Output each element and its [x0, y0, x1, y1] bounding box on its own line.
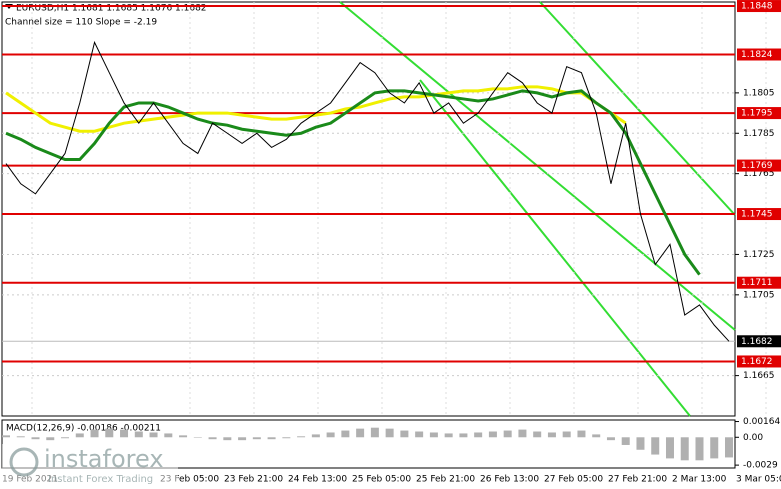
watermark-logo — [9, 447, 39, 477]
watermark-sub: Instant Forex Trading — [48, 474, 153, 485]
macd-bar — [134, 431, 143, 438]
macd-bar — [444, 433, 453, 438]
y2-tick-label: 0.00 — [743, 433, 763, 443]
level-label: 1.1745 — [741, 210, 773, 220]
level-label: 1.1672 — [741, 357, 773, 367]
y-tick-label: 1.1805 — [743, 88, 775, 98]
macd-bar — [120, 429, 129, 438]
macd-bar — [2, 435, 10, 438]
y-tick-label: 1.1785 — [743, 129, 775, 139]
x-tick-label: 23 Feb 05:00 — [160, 475, 219, 485]
macd-bar — [238, 437, 247, 441]
level-label-bg — [737, 355, 781, 368]
macd-bar — [356, 428, 365, 438]
macd-bar — [208, 437, 217, 440]
level-label-bg — [737, 208, 781, 221]
level-label: 1.1795 — [741, 109, 773, 119]
macd-bar — [474, 432, 483, 438]
macd-bar — [149, 432, 158, 438]
y-tick-label: 1.1705 — [743, 290, 775, 300]
channel-line — [419, 79, 691, 417]
current-price-bg — [737, 335, 781, 348]
macd-bar — [665, 437, 674, 459]
x-tick-label: 25 Feb 05:00 — [352, 475, 411, 485]
macd-bar — [710, 437, 719, 459]
macd-bar — [46, 437, 55, 441]
macd-bar — [592, 434, 601, 438]
macd-bar — [370, 427, 379, 438]
macd-bar — [562, 431, 571, 438]
x-tick-label: 26 Feb 13:00 — [480, 475, 539, 485]
macd-bar — [488, 431, 497, 438]
macd-bar — [179, 435, 188, 438]
macd-bar — [651, 437, 660, 455]
macd-bar — [621, 437, 630, 445]
macd-bar — [695, 437, 704, 461]
level-label-bg — [737, 107, 781, 120]
y-tick-label: 1.1725 — [743, 250, 775, 260]
watermark: instaforex Instant Forex Trading — [2, 444, 178, 485]
macd-bar — [90, 429, 99, 438]
channel-info: Channel size = 110 Slope = -2.19 — [5, 18, 157, 28]
x-tick-label: 3 Mar 05:00 — [736, 475, 781, 485]
level-label: 1.1848 — [741, 2, 773, 12]
macd-bar — [503, 430, 512, 438]
macd-bar — [636, 437, 645, 450]
watermark-text: instaforex — [44, 445, 164, 473]
macd-bar — [311, 434, 320, 438]
level-label: 1.1769 — [741, 161, 773, 171]
symbol-info: EURUSD,H1 1.1681 1.1685 1.1676 1.1682 — [16, 4, 207, 14]
macd-label: MACD(12,26,9) -0.00186 -0.00211 — [6, 424, 161, 434]
macd-bar — [577, 430, 586, 438]
x-tick-label: 24 Feb 13:00 — [288, 475, 347, 485]
macd-bar — [680, 437, 689, 461]
series-line — [5, 89, 701, 276]
macd-bar — [341, 430, 350, 438]
level-label-bg — [737, 276, 781, 289]
level-label: 1.1824 — [741, 50, 773, 60]
macd-bar — [533, 431, 542, 438]
macd-bar — [326, 432, 335, 438]
macd-bar — [252, 437, 261, 440]
y-tick-label: 1.1665 — [743, 371, 775, 381]
x-tick-label: 27 Feb 21:00 — [608, 475, 667, 485]
macd-bar — [459, 433, 468, 438]
macd-bar — [400, 430, 409, 438]
level-label-bg — [737, 48, 781, 61]
macd-bar — [547, 432, 556, 438]
macd-bar — [606, 437, 615, 441]
macd-bar — [16, 436, 25, 438]
y-tick-label: 1.1765 — [743, 169, 775, 179]
current-price-label: 1.1682 — [741, 337, 773, 347]
series-line — [5, 85, 627, 133]
x-tick-label: 25 Feb 21:00 — [416, 475, 475, 485]
macd-bar — [282, 437, 291, 439]
macd-bar — [105, 428, 114, 438]
y2-tick-label: 0.00164 — [743, 417, 780, 427]
level-label: 1.1711 — [741, 278, 773, 288]
y2-tick-label: -0.0029 — [743, 461, 778, 471]
macd-bar — [297, 436, 306, 438]
macd-bar — [725, 437, 733, 458]
x-tick-label: 27 Feb 05:00 — [544, 475, 603, 485]
x-tick-label: 23 Feb 21:00 — [224, 475, 283, 485]
macd-bar — [223, 437, 232, 441]
main-pane — [1, 1, 736, 417]
macd-bar — [429, 432, 438, 438]
macd-bar — [164, 433, 173, 438]
macd-bar — [385, 428, 394, 438]
series-line — [5, 40, 730, 342]
level-label-bg — [737, 0, 781, 13]
macd-bar — [75, 433, 84, 438]
macd-bar — [415, 431, 424, 438]
macd-bar — [31, 437, 40, 440]
macd-bar — [193, 437, 202, 438]
macd-bar — [61, 437, 70, 439]
x-tick-label: 2 Mar 13:00 — [672, 475, 727, 485]
level-label-bg — [737, 159, 781, 172]
macd-bar — [518, 429, 527, 438]
macd-bar — [267, 437, 276, 440]
